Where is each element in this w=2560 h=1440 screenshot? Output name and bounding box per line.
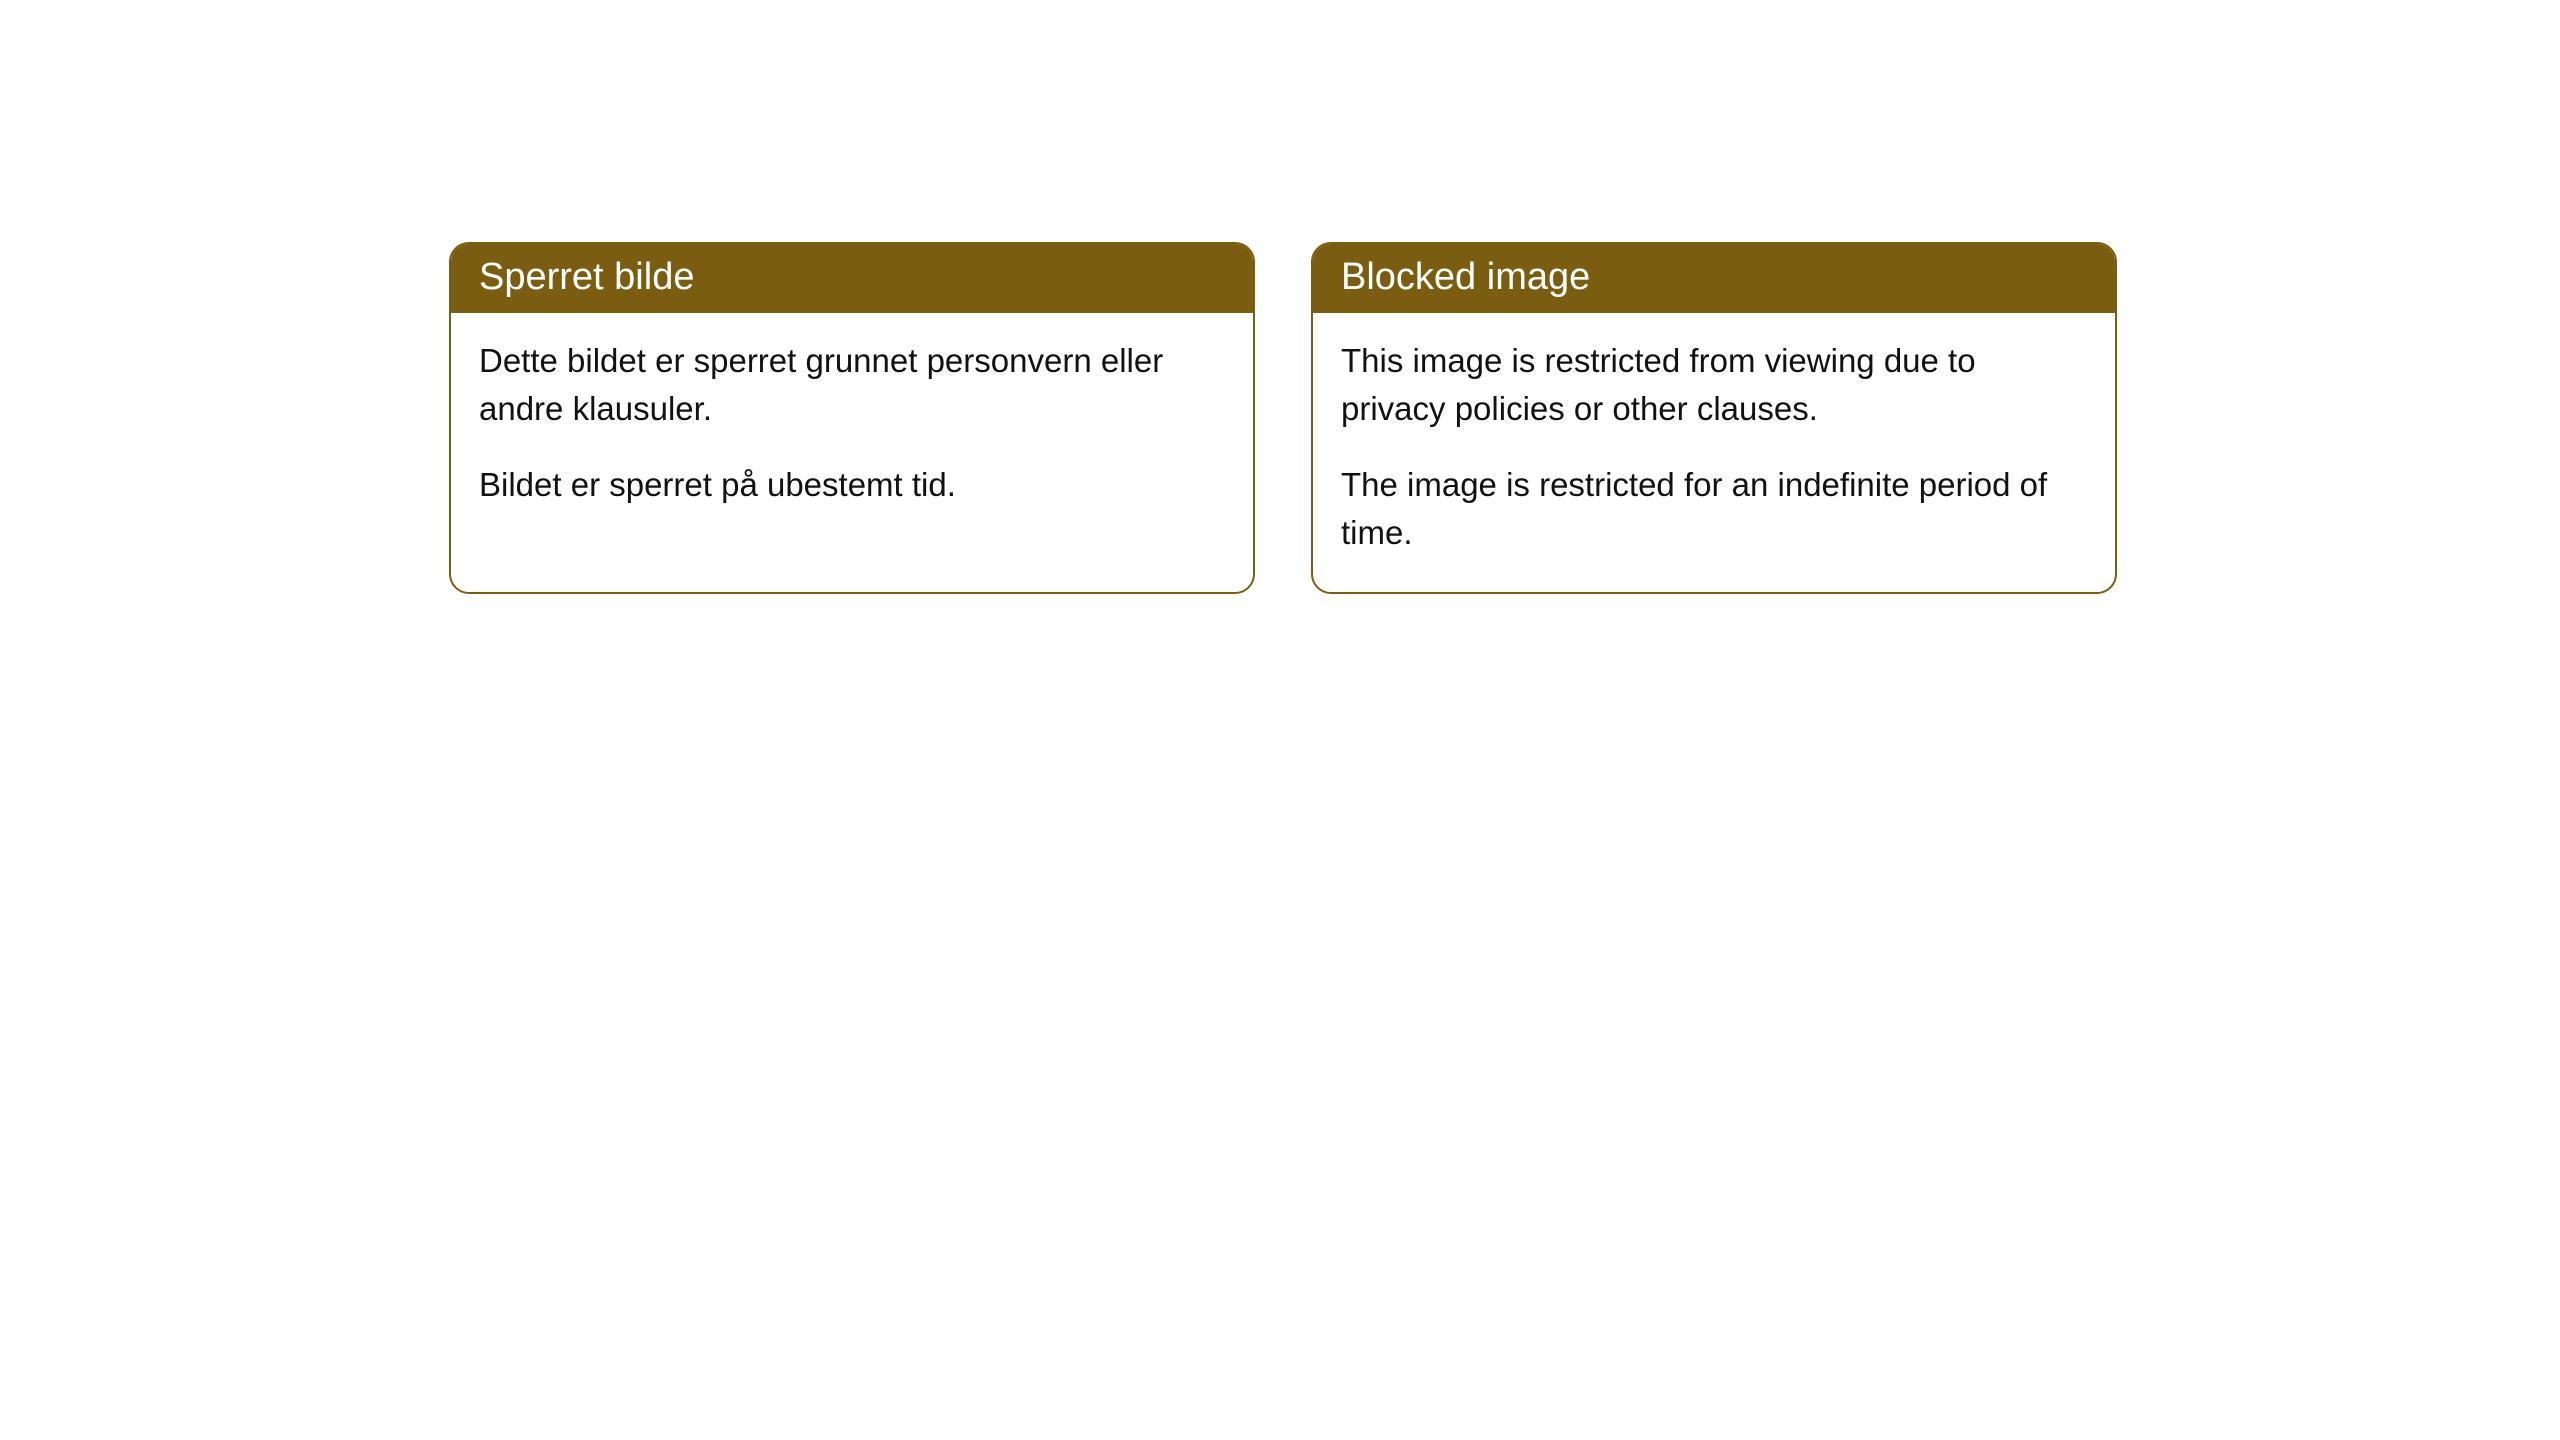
card-body: This image is restricted from viewing du…	[1313, 313, 2115, 592]
card-paragraph: Dette bildet er sperret grunnet personve…	[479, 337, 1225, 433]
card-paragraph: The image is restricted for an indefinit…	[1341, 461, 2087, 557]
notice-card-english: Blocked image This image is restricted f…	[1311, 242, 2117, 594]
card-title: Sperret bilde	[479, 256, 694, 298]
notice-card-norwegian: Sperret bilde Dette bildet er sperret gr…	[449, 242, 1255, 594]
card-header: Blocked image	[1313, 244, 2115, 313]
card-body: Dette bildet er sperret grunnet personve…	[451, 313, 1253, 545]
notice-container: Sperret bilde Dette bildet er sperret gr…	[0, 0, 2560, 594]
card-title: Blocked image	[1341, 256, 1590, 298]
card-header: Sperret bilde	[451, 244, 1253, 313]
card-paragraph: Bildet er sperret på ubestemt tid.	[479, 461, 1225, 509]
card-paragraph: This image is restricted from viewing du…	[1341, 337, 2087, 433]
